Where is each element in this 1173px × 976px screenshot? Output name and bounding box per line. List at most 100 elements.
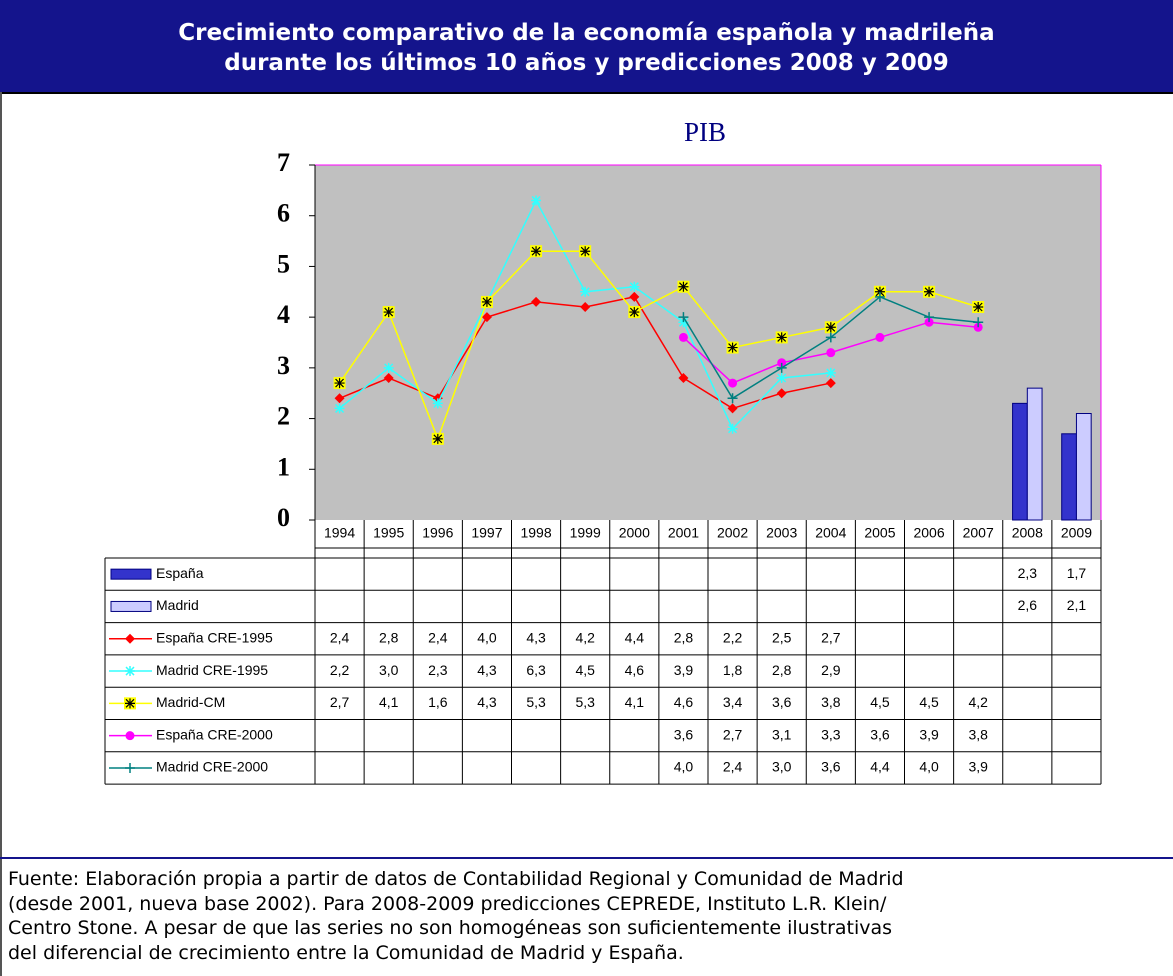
table-value: 4,5 xyxy=(919,694,939,710)
marker xyxy=(924,312,935,323)
marker xyxy=(824,321,837,334)
line xyxy=(338,250,979,442)
marker xyxy=(383,373,394,383)
marker xyxy=(776,388,787,399)
marker xyxy=(531,296,542,307)
table-value: 1,8 xyxy=(723,662,743,678)
source-line: del diferencial de crecimiento entre la … xyxy=(8,941,684,964)
legend-key xyxy=(125,731,135,741)
marker xyxy=(580,302,591,312)
frame-line xyxy=(0,92,2,976)
table-value: 4,0 xyxy=(477,629,497,645)
marker xyxy=(334,403,345,414)
bar xyxy=(1026,387,1043,521)
table-value: 2,4 xyxy=(428,629,448,645)
x-tick-label: 2003 xyxy=(766,525,797,541)
table-value: 3,9 xyxy=(674,662,694,678)
marker xyxy=(777,358,787,368)
marker xyxy=(825,367,836,378)
legend-label: Madrid-CM xyxy=(156,694,225,710)
legend-label: Madrid CRE-1995 xyxy=(156,662,268,678)
source-line: (desde 2001, nueva base 2002). Para 2008… xyxy=(8,892,887,915)
marker xyxy=(775,331,788,344)
table-value: 3,6 xyxy=(674,726,694,742)
table-value: 4,5 xyxy=(870,694,890,710)
marker xyxy=(726,341,739,354)
x-tick-label: 2008 xyxy=(1012,525,1043,541)
table-value: 4,3 xyxy=(477,662,497,678)
legend-label: España CRE-1995 xyxy=(156,629,273,645)
marker xyxy=(628,306,641,319)
source-line: Centro Stone. A pesar de que las series … xyxy=(8,917,893,939)
table-value: 2,7 xyxy=(821,629,841,645)
table-value: 3,9 xyxy=(968,759,988,775)
table-value: 4,4 xyxy=(870,759,890,775)
table-value: 2,6 xyxy=(1018,597,1038,613)
table-value: 2,4 xyxy=(330,629,350,645)
marker xyxy=(678,373,689,383)
table-value: 2,4 xyxy=(723,759,743,775)
marker xyxy=(973,317,984,328)
marker xyxy=(825,332,836,343)
header-line: Crecimiento comparativo de la economía e… xyxy=(178,20,995,46)
table-value: 3,8 xyxy=(821,694,841,710)
x-tick-label: 1996 xyxy=(422,525,453,541)
table-value: 4,0 xyxy=(919,759,939,775)
legend-key xyxy=(110,568,152,580)
legend-label: Madrid xyxy=(156,597,199,613)
table-value: 4,6 xyxy=(674,694,694,710)
x-tick-label: 2004 xyxy=(815,525,846,541)
table-value: 4,3 xyxy=(526,629,546,645)
legend-label: España xyxy=(156,565,204,581)
table-value: 4,4 xyxy=(625,629,645,645)
table-value: 1,7 xyxy=(1067,565,1087,581)
table-value: 4,1 xyxy=(625,694,645,710)
y-tick-label: 0 xyxy=(277,503,290,532)
marker xyxy=(580,286,591,297)
y-tick-label: 2 xyxy=(277,402,290,431)
x-tick-label: 2001 xyxy=(668,525,699,541)
table-value: 5,3 xyxy=(575,694,595,710)
table-value: 4,3 xyxy=(477,694,497,710)
x-tick-label: 2007 xyxy=(963,525,994,541)
legend-key xyxy=(125,633,135,644)
table-value: 3,4 xyxy=(723,694,743,710)
table-value: 3,1 xyxy=(772,726,792,742)
table-value: 2,2 xyxy=(330,662,350,678)
legend-key xyxy=(124,697,136,710)
table-value: 2,7 xyxy=(330,694,350,710)
marker xyxy=(727,393,738,404)
marker xyxy=(333,377,346,390)
marker xyxy=(923,285,936,298)
x-tick-label: 2009 xyxy=(1061,525,1092,541)
x-tick-label: 1995 xyxy=(373,525,404,541)
x-tick-label: 1998 xyxy=(520,525,551,541)
table-value: 2,8 xyxy=(379,629,399,645)
bar xyxy=(1075,413,1092,521)
x-tick-label: 2005 xyxy=(864,525,895,541)
marker xyxy=(776,362,787,373)
legend-key xyxy=(110,600,152,612)
table-value: 3,9 xyxy=(919,726,939,742)
marker xyxy=(678,332,688,342)
table-value: 3,8 xyxy=(968,726,988,742)
marker xyxy=(924,317,934,327)
table-value: 3,0 xyxy=(772,759,792,775)
table-value: 5,3 xyxy=(526,694,546,710)
x-tick-label: 1994 xyxy=(324,525,355,541)
x-tick-label: 2002 xyxy=(717,525,748,541)
marker xyxy=(973,322,983,332)
table-value: 4,5 xyxy=(575,662,595,678)
table-value: 3,0 xyxy=(379,662,399,678)
marker xyxy=(875,332,885,342)
x-tick-label: 1999 xyxy=(570,525,601,541)
y-tick-label: 5 xyxy=(277,249,290,278)
marker xyxy=(382,306,395,319)
marker xyxy=(874,291,885,302)
legend-label: España CRE-2000 xyxy=(156,726,273,742)
marker xyxy=(334,393,345,404)
y-tick-label: 4 xyxy=(277,300,290,329)
x-tick-label: 2000 xyxy=(619,525,650,541)
table-value: 3,3 xyxy=(821,726,841,742)
